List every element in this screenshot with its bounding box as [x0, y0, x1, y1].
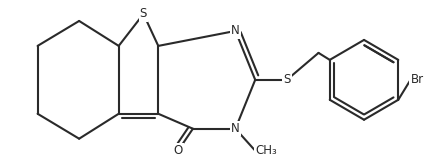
Text: CH₃: CH₃ [255, 144, 277, 157]
Text: Br: Br [411, 73, 423, 86]
Text: S: S [283, 73, 291, 86]
Text: S: S [140, 7, 147, 21]
Text: N: N [231, 122, 240, 135]
Text: N: N [231, 24, 240, 37]
Text: O: O [173, 144, 183, 157]
